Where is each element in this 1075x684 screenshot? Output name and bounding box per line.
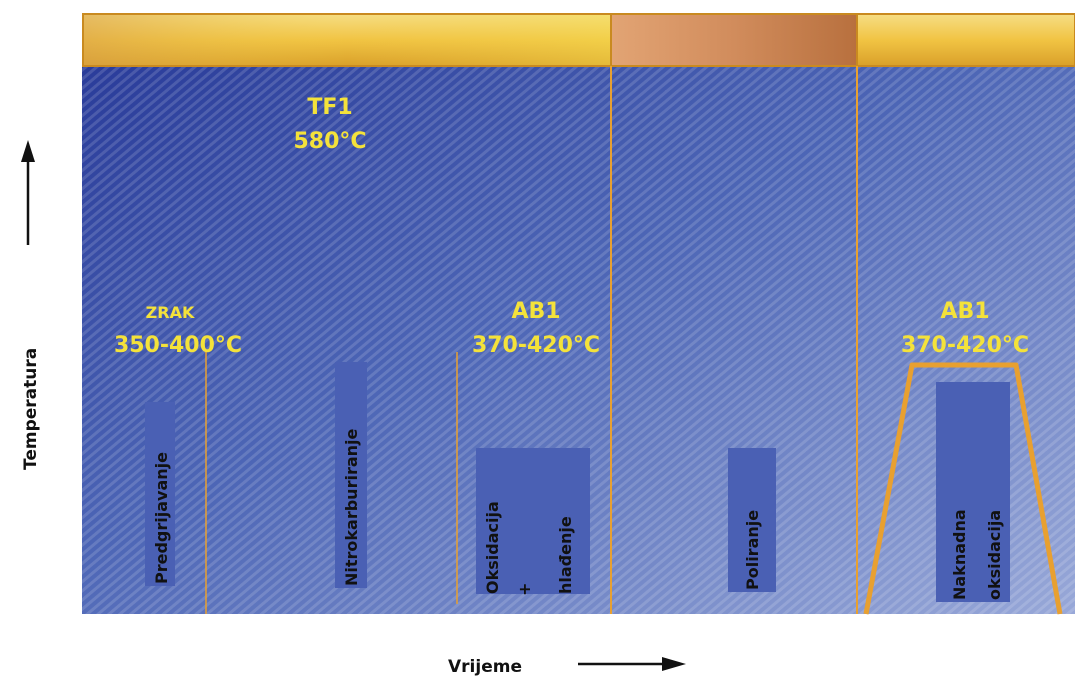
step-label-preheat: Predgrijavanje — [152, 452, 171, 584]
header-bar-polishing — [610, 13, 858, 67]
zone-ab1-left-name: AB1 — [511, 299, 560, 324]
step-label-post-oxidation-1: Naknadna — [950, 509, 969, 600]
step-box-post-oxidation — [936, 382, 1010, 602]
zone-tf1-temp: 580°C — [293, 129, 366, 154]
header-bar-furnace-shade — [84, 15, 610, 65]
step-label-oxidation-1: Oksidacija — [483, 501, 502, 594]
step-box-preheat — [145, 402, 175, 586]
step-box-nitro — [335, 362, 367, 588]
zone-ab1-right-temp: 370-420°C — [901, 333, 1029, 358]
y-axis-arrow-head — [21, 140, 35, 162]
x-axis-label: Vrijeme — [448, 657, 522, 677]
step-box-polishing — [728, 448, 776, 592]
step-label-oxidation-2: hlađenje — [556, 516, 575, 594]
zone-tf1-name: TF1 — [307, 95, 352, 120]
zone-ab1-left-temp: 370-420°C — [472, 333, 600, 358]
temperature-profile — [863, 362, 1063, 615]
step-label-nitro: Nitrokarburiranje — [342, 428, 361, 586]
zone-ab1-right-name: AB1 — [940, 299, 989, 324]
step-box-oxidation — [476, 448, 590, 594]
step-label-polishing: Poliranje — [743, 510, 762, 590]
step-label-post-oxidation-2: oksidacija — [985, 510, 1004, 600]
x-axis-arrow-head — [662, 657, 686, 671]
header-bar-post-oxidation — [856, 13, 1075, 67]
zone-zrak-temp: 350-400°C — [114, 333, 242, 358]
step-label-oxidation-plus: + — [515, 583, 534, 596]
zone-zrak-name: ZRAK — [146, 303, 195, 322]
y-axis-label: Temperatura — [21, 348, 41, 470]
